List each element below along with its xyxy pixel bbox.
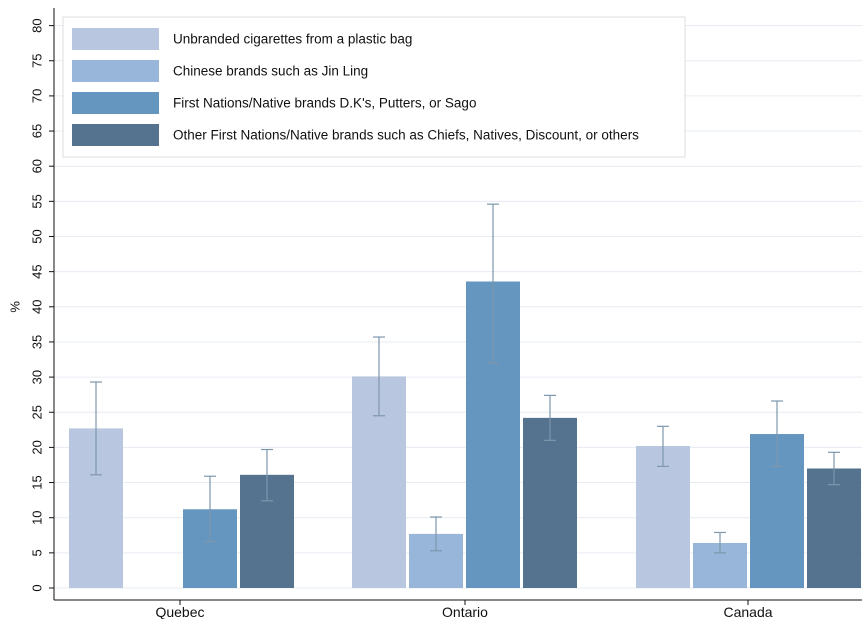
legend-label-3: First Nations/Native brands D.K's, Putte… [173,96,476,111]
y-tick-label: 5 [30,549,45,556]
error-bar [771,400,783,467]
y-ticks: 0 5 10 15 20 25 30 35 40 45 50 55 60 65 70 75 80 [30,18,54,592]
legend-label-2: Chinese brands such as Jin Ling [173,64,368,79]
y-axis-label: % [8,301,23,313]
error-bar [430,516,442,552]
bar-canada-series-4 [807,468,861,588]
error-bar [657,425,669,467]
legend: Unbranded cigarettes from a plastic bag C… [62,16,686,158]
error-bar [261,448,273,502]
legend-label-1: Unbranded cigarettes from a plastic bag [173,32,412,47]
error-bar [204,475,216,543]
error-bar [90,381,102,476]
axes [53,8,862,601]
y-tick-label: 15 [30,475,45,489]
legend-box [62,16,686,158]
y-tick-label: 10 [30,510,45,524]
y-tick-label: 35 [30,335,45,349]
y-tick-label: 45 [30,264,45,278]
legend-label-4: Other First Nations/Native brands such a… [173,128,639,143]
error-bars [90,203,840,554]
x-category-labels: Quebec Ontario Canada [155,600,773,619]
legend-swatch-4 [72,124,159,146]
error-bar [487,203,499,364]
x-category-label-canada: Canada [723,604,772,619]
legend-swatch-1 [72,28,159,50]
x-category-label-ontario: Ontario [442,604,488,619]
y-tick-label: 75 [30,54,45,68]
bar-canada-series-1 [636,445,690,588]
y-tick-label: 20 [30,440,45,454]
error-bar [714,531,726,554]
y-tick-label: 60 [30,159,45,173]
y-tick-label: 65 [30,124,45,138]
y-tick-label: 70 [30,89,45,103]
x-category-label-quebec: Quebec [155,604,204,619]
y-tick-label: 40 [30,300,45,314]
bar-ontario-series-4 [523,417,577,588]
legend-swatch-2 [72,60,159,82]
y-tick-label: 55 [30,194,45,208]
legend-swatch-3 [72,92,159,114]
y-tick-label: 0 [30,584,45,591]
y-tick-label: 30 [30,370,45,384]
y-tick-label: 50 [30,229,45,243]
y-tick-label: 25 [30,405,45,419]
error-bar [373,336,385,417]
y-tick-label: 80 [30,18,45,32]
error-bar [828,451,840,486]
error-bar [544,394,556,441]
